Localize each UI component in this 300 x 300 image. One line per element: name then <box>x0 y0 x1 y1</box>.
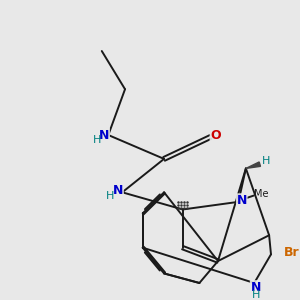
Text: N: N <box>113 184 123 197</box>
Text: H: H <box>262 156 270 166</box>
Text: Me: Me <box>254 189 268 199</box>
Text: O: O <box>210 129 221 142</box>
Text: H: H <box>251 290 260 300</box>
Text: H: H <box>106 191 115 201</box>
Text: H: H <box>92 135 101 145</box>
Text: N: N <box>99 128 109 142</box>
Polygon shape <box>246 162 260 168</box>
Text: N: N <box>237 194 247 207</box>
Text: N: N <box>250 281 261 294</box>
Text: Br: Br <box>284 246 299 260</box>
